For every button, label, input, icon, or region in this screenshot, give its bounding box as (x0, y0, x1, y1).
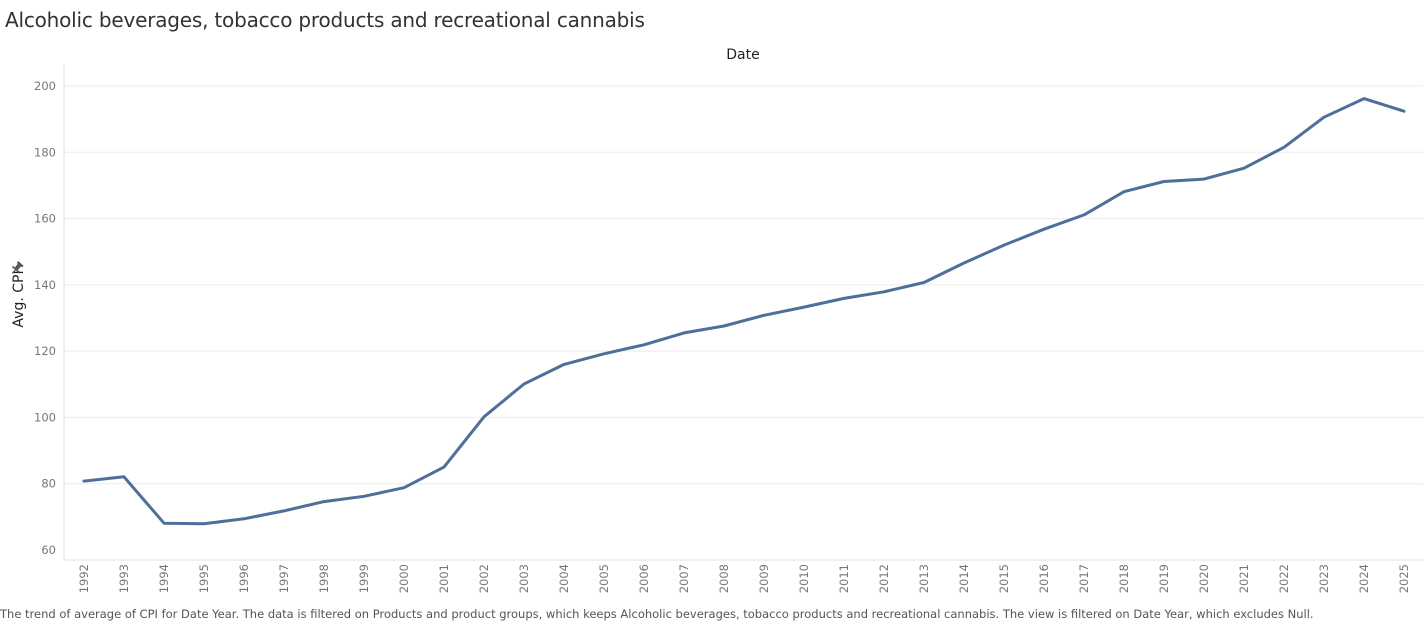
x-tick-label: 2003 (517, 564, 531, 593)
x-tick-label: 2015 (997, 564, 1011, 593)
x-tick-label: 2005 (597, 564, 611, 593)
x-tick-label: 1994 (157, 564, 171, 593)
data-point-1997[interactable] (282, 509, 286, 513)
x-tick-label: 2024 (1357, 564, 1371, 593)
y-tick-label: 100 (34, 410, 56, 424)
x-tick-label: 2018 (1117, 564, 1131, 593)
data-point-2005[interactable] (602, 352, 606, 355)
data-point-2009[interactable] (762, 314, 766, 317)
x-tick-label: 1992 (77, 564, 91, 593)
x-tick-label: 2001 (437, 564, 451, 593)
y-tick-label: 120 (34, 344, 56, 358)
data-point-1995[interactable] (202, 522, 206, 525)
data-point-2021[interactable] (1242, 167, 1246, 170)
x-tick-label: 2022 (1277, 564, 1291, 593)
data-point-2001[interactable] (442, 465, 446, 469)
chart-caption: The trend of average of CPI for Date Yea… (0, 607, 1314, 621)
data-point-1994[interactable] (162, 522, 166, 525)
data-points (82, 97, 1406, 525)
x-tick-label: 1999 (357, 564, 371, 593)
x-tick-label: 2009 (757, 564, 771, 593)
data-point-2023[interactable] (1322, 116, 1326, 119)
data-point-2020[interactable] (1202, 177, 1206, 181)
x-tick-label: 1996 (237, 564, 251, 593)
y-tick-label: 160 (34, 212, 56, 226)
x-axis-title: Date (726, 47, 759, 63)
data-point-2011[interactable] (842, 297, 846, 300)
x-tick-label: 2007 (677, 564, 691, 593)
data-point-2004[interactable] (562, 363, 566, 366)
data-point-1998[interactable] (322, 500, 326, 503)
data-point-1992[interactable] (82, 479, 86, 483)
x-tick-label: 2004 (557, 564, 571, 593)
x-tick-label: 2023 (1317, 564, 1331, 593)
data-point-2024[interactable] (1362, 97, 1366, 100)
x-tick-labels: 1992 1993 1994 1995 1996 1997 1998 1999 2000 2001… (77, 564, 1411, 593)
data-point-2025[interactable] (1402, 110, 1406, 113)
series-line (82, 97, 1406, 526)
x-tick-label: 2021 (1237, 564, 1251, 593)
x-tick-label: 2000 (397, 564, 411, 593)
data-point-1996[interactable] (242, 517, 246, 520)
data-point-1999[interactable] (362, 495, 366, 498)
x-tick-label: 2020 (1197, 564, 1211, 593)
x-tick-label: 2025 (1397, 564, 1411, 593)
x-tick-label: 2011 (837, 564, 851, 593)
y-tick-label: 180 (34, 145, 56, 159)
data-point-2010[interactable] (802, 305, 806, 309)
data-point-2019[interactable] (1162, 180, 1166, 183)
y-tick-label: 80 (41, 477, 56, 491)
data-point-2014[interactable] (962, 261, 966, 265)
x-tick-label: 2014 (957, 564, 971, 593)
data-point-2006[interactable] (642, 343, 646, 346)
y-axis-title: Avg. CPI (11, 270, 27, 327)
y-tick-label: 140 (34, 278, 56, 292)
x-tick-label: 2016 (1037, 564, 1051, 593)
x-tick-label: 1993 (117, 564, 131, 593)
data-point-2008[interactable] (722, 324, 726, 328)
data-point-2013[interactable] (922, 281, 926, 284)
data-point-2015[interactable] (1002, 243, 1006, 247)
x-tick-label: 1995 (197, 564, 211, 593)
x-tick-label: 2010 (797, 564, 811, 593)
data-point-2003[interactable] (522, 382, 526, 386)
data-point-1993[interactable] (122, 475, 126, 478)
gridlines (64, 85, 1423, 485)
data-point-2016[interactable] (1042, 228, 1046, 231)
x-tick-label: 1997 (277, 564, 291, 593)
data-point-2000[interactable] (402, 486, 406, 489)
x-tick-label: 2019 (1157, 564, 1171, 593)
x-tick-label: 2017 (1077, 564, 1091, 593)
chart-title: Alcoholic beverages, tobacco products an… (5, 8, 645, 32)
data-point-2012[interactable] (882, 290, 886, 293)
data-point-2017[interactable] (1082, 213, 1086, 217)
data-point-2002[interactable] (482, 415, 486, 418)
x-tick-label: 2013 (917, 564, 931, 593)
pin-icon[interactable] (9, 261, 24, 277)
x-tick-label: 1998 (317, 564, 331, 593)
y-tick-label: 60 (41, 543, 56, 557)
y-tick-label: 200 (34, 79, 56, 93)
data-point-2022[interactable] (1282, 146, 1286, 149)
y-tick-labels: 60 80 100 120 140 160 180 200 (34, 79, 56, 557)
x-tick-label: 2008 (717, 564, 731, 593)
data-point-2007[interactable] (682, 331, 686, 335)
x-tick-label: 2002 (477, 564, 491, 593)
data-point-2018[interactable] (1122, 190, 1126, 193)
x-tick-label: 2012 (877, 564, 891, 593)
x-tick-label: 2006 (637, 564, 651, 593)
